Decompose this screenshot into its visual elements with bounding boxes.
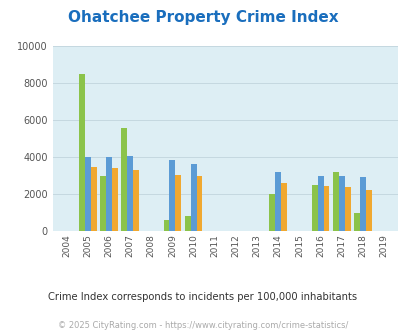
Bar bbox=[79, 74, 85, 231]
Bar bbox=[353, 213, 359, 231]
Bar bbox=[317, 176, 323, 231]
Bar bbox=[127, 156, 133, 231]
Text: Ohatchee Property Crime Index: Ohatchee Property Crime Index bbox=[68, 10, 337, 25]
Bar bbox=[338, 176, 344, 231]
Bar bbox=[106, 157, 111, 231]
Bar bbox=[100, 176, 106, 231]
Bar bbox=[175, 175, 181, 231]
Bar bbox=[359, 178, 365, 231]
Text: Crime Index corresponds to incidents per 100,000 inhabitants: Crime Index corresponds to incidents per… bbox=[48, 292, 357, 302]
Bar bbox=[275, 172, 281, 231]
Bar bbox=[190, 164, 196, 231]
Bar bbox=[311, 185, 317, 231]
Bar bbox=[169, 160, 175, 231]
Bar bbox=[85, 157, 90, 231]
Bar bbox=[365, 190, 371, 231]
Bar bbox=[111, 168, 117, 231]
Bar bbox=[133, 170, 139, 231]
Bar bbox=[90, 167, 96, 231]
Bar bbox=[323, 186, 329, 231]
Bar bbox=[184, 216, 190, 231]
Bar bbox=[163, 220, 169, 231]
Bar bbox=[196, 177, 202, 231]
Bar bbox=[281, 183, 286, 231]
Bar bbox=[332, 172, 338, 231]
Text: © 2025 CityRating.com - https://www.cityrating.com/crime-statistics/: © 2025 CityRating.com - https://www.city… bbox=[58, 321, 347, 330]
Bar bbox=[121, 127, 127, 231]
Bar bbox=[344, 187, 350, 231]
Bar bbox=[269, 194, 275, 231]
